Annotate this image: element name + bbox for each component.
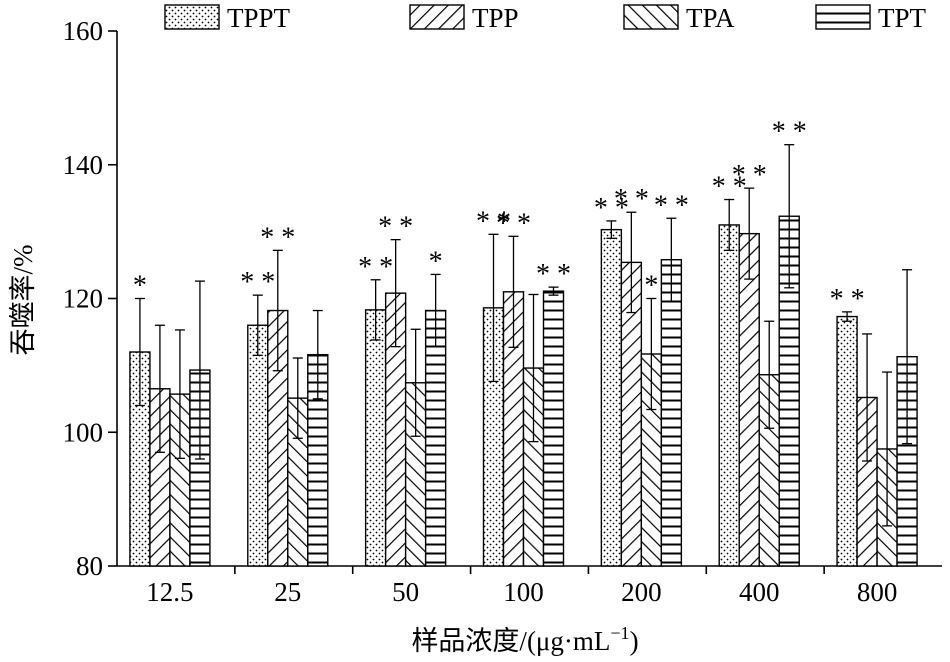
significance-mark: * * xyxy=(260,222,295,253)
significance-mark: * * xyxy=(654,190,689,221)
x-tick-label: 12.5 xyxy=(146,577,193,607)
significance-mark: * * xyxy=(240,267,275,298)
y-axis: 80 100 120 140 160 xyxy=(63,16,118,581)
legend-swatch-tpp xyxy=(409,4,465,30)
bar-tppt xyxy=(247,324,269,567)
significance-mark: * * xyxy=(712,172,747,203)
significance-mark: * * xyxy=(594,193,629,224)
x-tick-label: 100 xyxy=(503,577,544,607)
bar-tppt xyxy=(718,224,740,567)
x-tick-label: 25 xyxy=(274,577,301,607)
bar-tppt xyxy=(836,315,858,567)
bar-tpt xyxy=(424,309,447,567)
significance-mark: * * xyxy=(378,212,413,243)
bar-groups: * * ** ** ** *** ** ** ** ** *** ** ** **… xyxy=(129,117,918,567)
x-tick-label: 50 xyxy=(392,577,419,607)
significance-mark: * xyxy=(133,271,147,302)
y-tick-label: 160 xyxy=(63,16,104,46)
y-tick-label: 120 xyxy=(63,284,104,314)
legend-swatch-tpa xyxy=(623,4,679,30)
significance-mark: * * xyxy=(830,284,865,315)
x-axis-title: 样品浓度/(μg·mL−1) xyxy=(411,623,638,656)
x-tick-label: 400 xyxy=(739,577,780,607)
legend-label-tpp: TPP xyxy=(472,3,519,33)
significance-mark: * * xyxy=(614,184,649,215)
x-tick-label: 200 xyxy=(621,577,662,607)
y-axis-title: 吞噬率/% xyxy=(8,245,38,356)
x-axis: 12.5 25 50 100 200 400 800 xyxy=(117,565,942,607)
significance-mark: * xyxy=(644,271,658,302)
legend-swatch-tpt xyxy=(815,4,871,30)
bar-tpt xyxy=(660,259,683,567)
significance-mark: * * xyxy=(732,160,767,191)
x-axis-title-main: 样品浓度/(μg·mL xyxy=(411,626,610,656)
y-tick-label: 140 xyxy=(63,150,104,180)
significance-mark: * xyxy=(429,246,443,277)
y-tick-label: 100 xyxy=(63,417,104,447)
x-axis-title-close: ) xyxy=(630,626,639,656)
legend-swatch-tppt xyxy=(164,4,220,30)
significance-mark: * * xyxy=(772,117,807,148)
legend-label-tpt: TPT xyxy=(878,3,927,33)
significance-mark: * * xyxy=(536,259,571,290)
legend-label-tpa: TPA xyxy=(686,3,735,33)
x-tick-label: 800 xyxy=(857,577,898,607)
significance-mark: * * xyxy=(476,206,511,237)
significance-mark: * * xyxy=(358,252,393,283)
significance-mark: * * xyxy=(496,208,531,239)
bar-tppt xyxy=(600,228,623,567)
legend: TPPT TPP TPA TPT xyxy=(164,3,927,33)
x-axis-title-superscript: −1 xyxy=(610,623,629,643)
bar-tpp xyxy=(738,232,760,567)
y-tick-label: 80 xyxy=(76,551,103,581)
bar-tpt xyxy=(542,290,565,567)
legend-label-tppt: TPPT xyxy=(227,3,291,33)
bar-tppt xyxy=(364,309,387,567)
